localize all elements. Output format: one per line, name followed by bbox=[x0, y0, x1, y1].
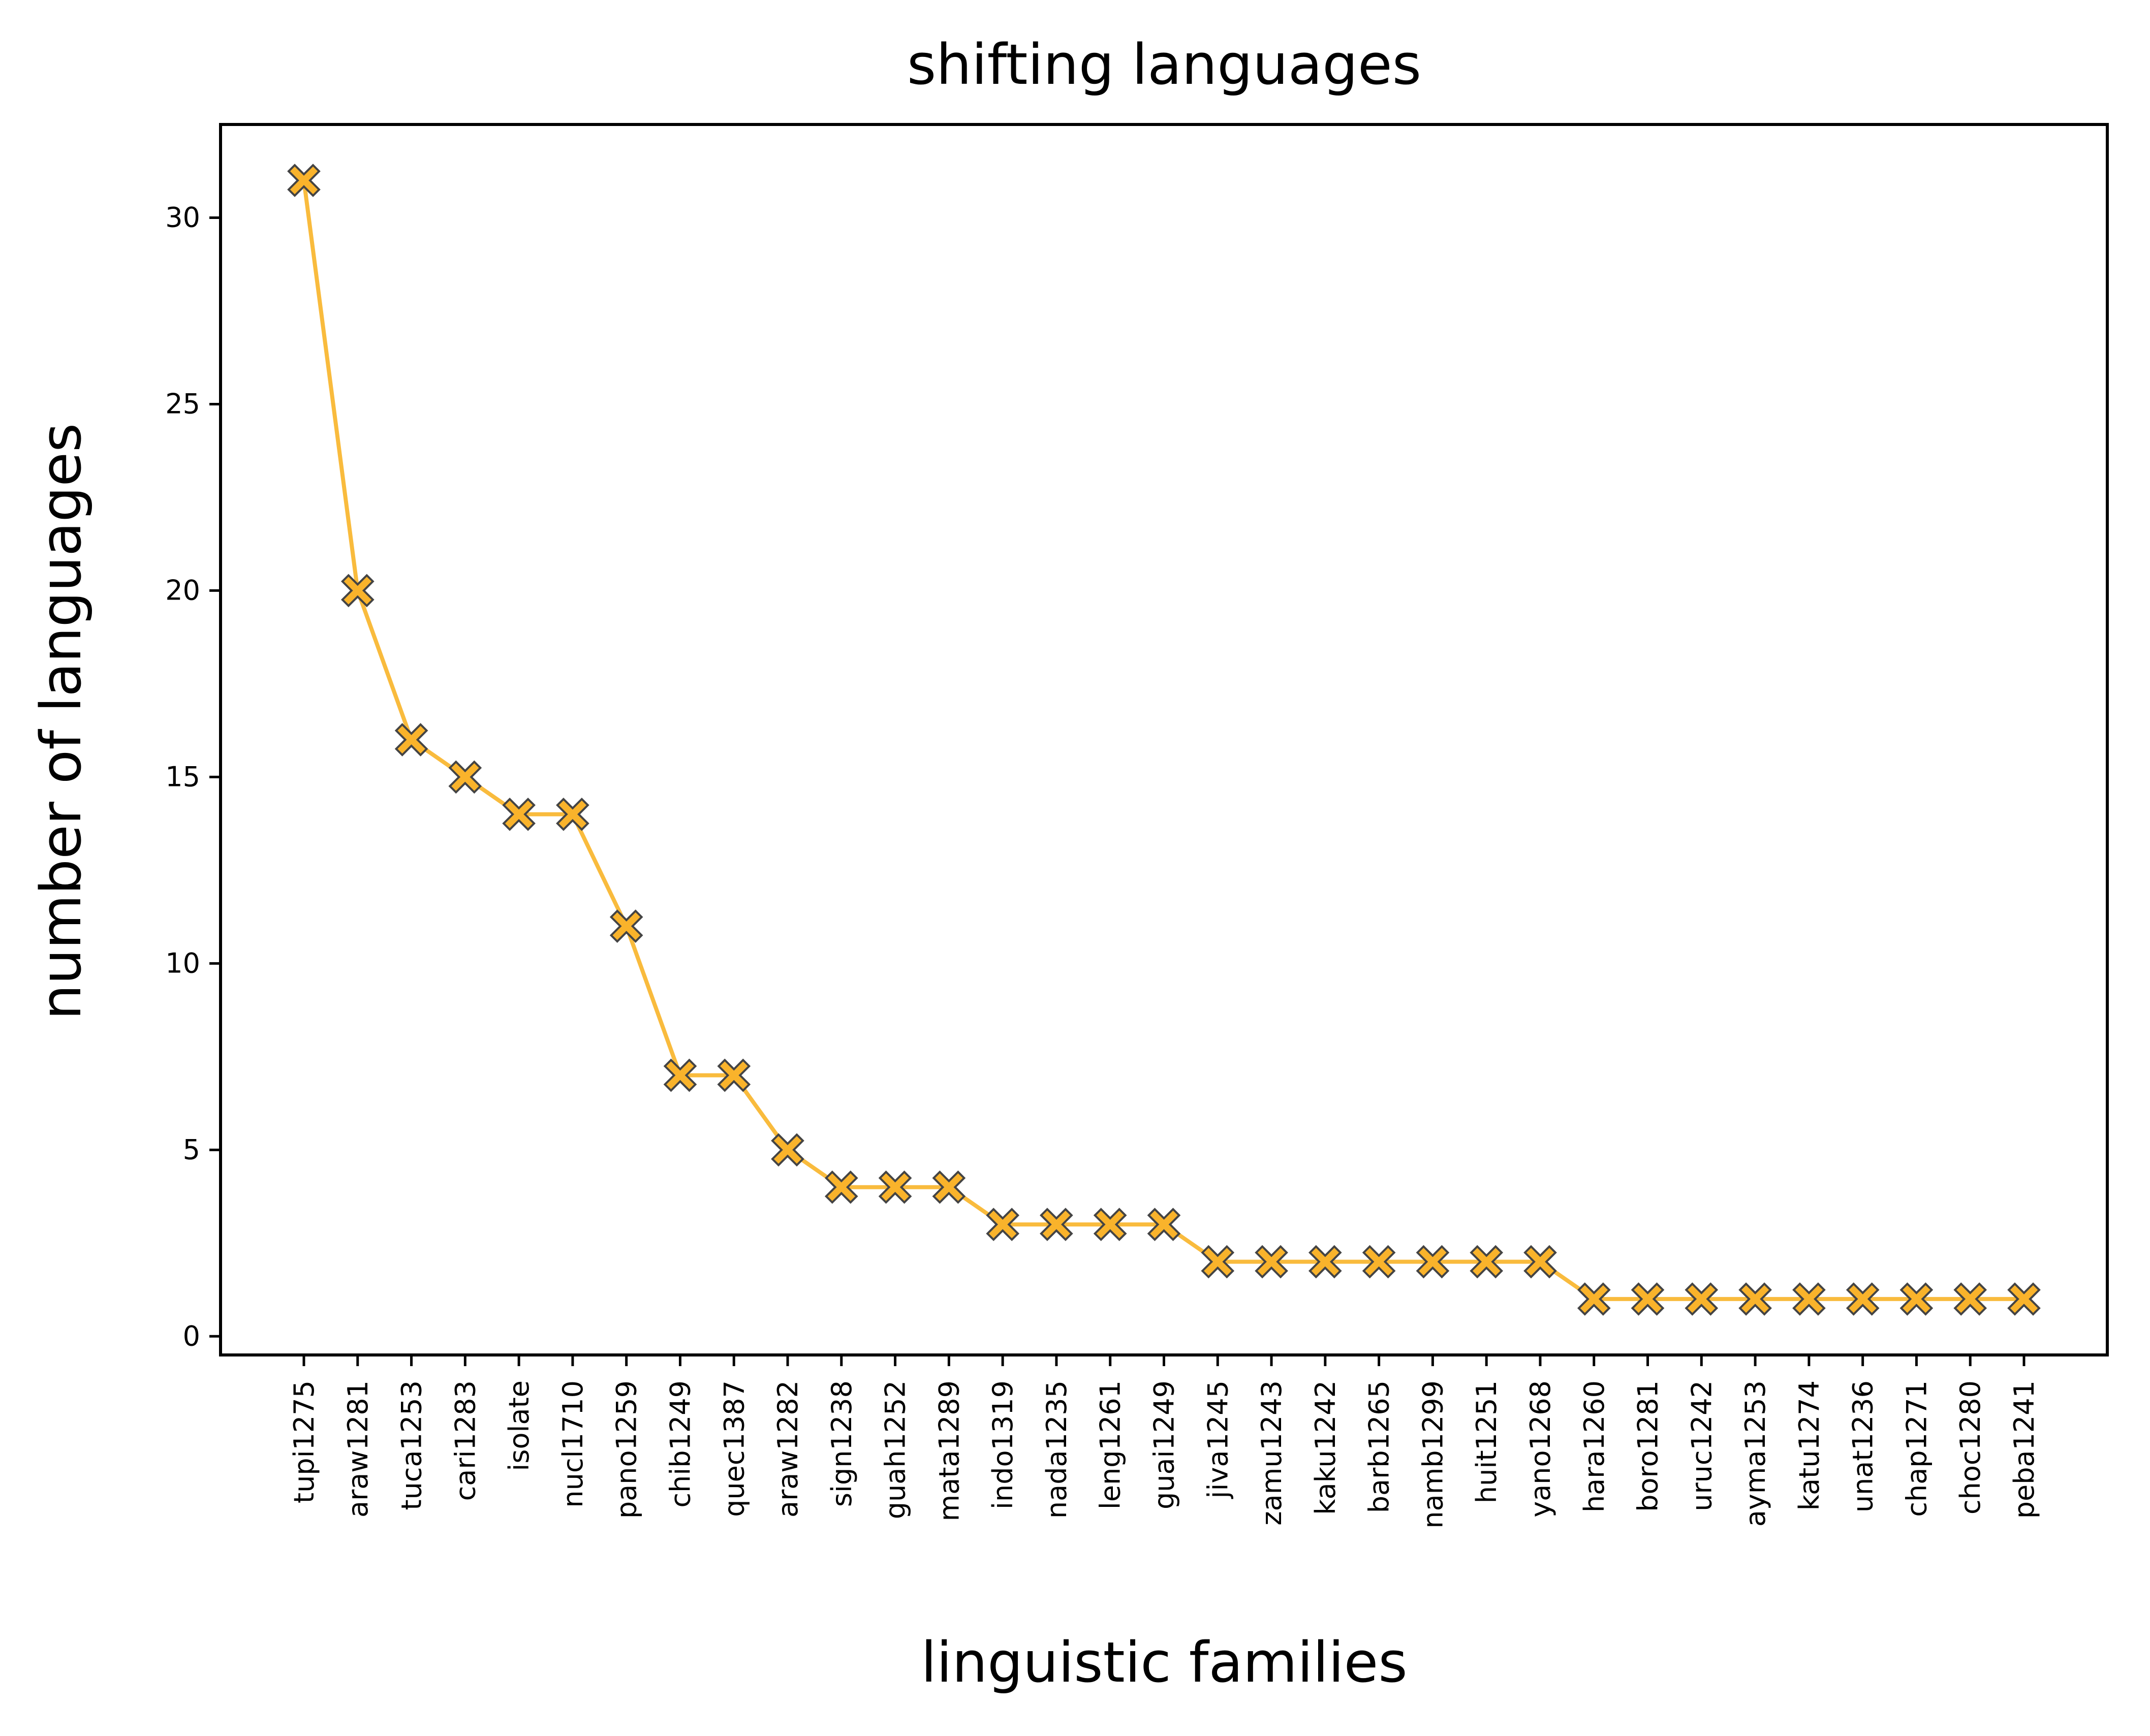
x-tick-label: araw1282 bbox=[772, 1380, 804, 1518]
y-tick-label: 10 bbox=[165, 947, 200, 979]
x-tick-label: guai1249 bbox=[1148, 1380, 1180, 1509]
data-point-marker bbox=[340, 574, 375, 608]
x-tick-label: boro1281 bbox=[1632, 1380, 1664, 1512]
x-tick-label: leng1261 bbox=[1095, 1380, 1127, 1509]
axis-ticks: 0 5 10 15 20 25 30 tupi1275 araw1281 tuca1253 cari… bbox=[165, 201, 2040, 1528]
data-point-marker bbox=[663, 1058, 697, 1092]
y-tick-label: 0 bbox=[183, 1320, 200, 1352]
x-tick-label: isolate bbox=[503, 1380, 535, 1471]
x-axis-label: linguistic families bbox=[921, 1630, 1407, 1695]
x-tick-label: katu1274 bbox=[1793, 1380, 1825, 1510]
data-point-marker bbox=[1470, 1245, 1504, 1279]
x-tick-label: peba1241 bbox=[2008, 1380, 2040, 1519]
x-tick-label: jiva1245 bbox=[1202, 1380, 1234, 1499]
x-tick-label: mata1289 bbox=[933, 1380, 965, 1521]
data-point-marker bbox=[1040, 1208, 1073, 1241]
data-point-marker bbox=[1255, 1245, 1288, 1279]
data-point-marker bbox=[1577, 1282, 1611, 1316]
x-tick-label: uruc1242 bbox=[1686, 1380, 1718, 1511]
data-point-marker bbox=[932, 1170, 966, 1204]
x-tick-label: chap1271 bbox=[1900, 1380, 1933, 1517]
x-tick-label: cari1283 bbox=[449, 1380, 481, 1501]
x-tick-label: huit1251 bbox=[1471, 1380, 1503, 1503]
x-tick-label: tupi1275 bbox=[288, 1380, 320, 1503]
data-markers bbox=[287, 164, 2041, 1316]
data-point-marker bbox=[771, 1133, 804, 1167]
data-point-marker bbox=[556, 797, 589, 831]
data-point-marker bbox=[1953, 1282, 1987, 1316]
data-point-marker bbox=[502, 797, 536, 831]
x-tick-label: namb1299 bbox=[1417, 1380, 1449, 1529]
x-tick-label: sign1238 bbox=[826, 1380, 858, 1507]
data-point-marker bbox=[1362, 1245, 1396, 1279]
y-tick-label: 30 bbox=[165, 201, 200, 233]
data-point-marker bbox=[717, 1058, 751, 1092]
data-point-marker bbox=[1738, 1282, 1772, 1316]
chart-title: shifting languages bbox=[907, 32, 1421, 97]
plot-frame bbox=[219, 123, 2109, 1356]
data-point-marker bbox=[878, 1170, 912, 1204]
data-point-marker bbox=[448, 760, 482, 794]
y-tick-label: 25 bbox=[165, 388, 200, 420]
x-tick-label: nada1235 bbox=[1041, 1380, 1073, 1519]
x-tick-label: ayma1253 bbox=[1739, 1380, 1771, 1527]
data-point-marker bbox=[1523, 1245, 1557, 1279]
data-point-marker bbox=[287, 164, 321, 197]
data-point-marker bbox=[2007, 1282, 2041, 1316]
x-tick-label: pano1259 bbox=[611, 1380, 643, 1519]
data-point-marker bbox=[1416, 1245, 1450, 1279]
data-point-marker bbox=[1846, 1282, 1880, 1316]
data-point-marker bbox=[394, 723, 428, 756]
x-tick-label: chib1249 bbox=[664, 1380, 696, 1508]
y-axis-label: number of languages bbox=[28, 423, 94, 1020]
x-tick-label: kaku1242 bbox=[1310, 1380, 1342, 1515]
x-tick-label: unat1236 bbox=[1847, 1380, 1879, 1512]
x-tick-label: araw1281 bbox=[342, 1380, 374, 1518]
data-point-marker bbox=[1147, 1208, 1181, 1241]
data-point-marker bbox=[824, 1170, 858, 1204]
data-point-marker bbox=[1201, 1245, 1235, 1279]
data-point-marker bbox=[609, 909, 643, 943]
y-tick-label: 15 bbox=[165, 761, 200, 793]
data-point-marker bbox=[1631, 1282, 1665, 1316]
x-tick-label: indo1319 bbox=[987, 1380, 1019, 1509]
x-tick-label: tuca1253 bbox=[396, 1380, 428, 1510]
x-tick-label: quec1387 bbox=[718, 1380, 750, 1517]
y-tick-label: 20 bbox=[165, 574, 200, 606]
data-point-marker bbox=[1093, 1208, 1127, 1241]
data-point-marker bbox=[986, 1208, 1020, 1241]
x-tick-label: hara1260 bbox=[1578, 1380, 1610, 1512]
x-tick-label: guah1252 bbox=[880, 1380, 912, 1519]
x-tick-label: choc1280 bbox=[1954, 1380, 1986, 1514]
x-tick-label: barb1265 bbox=[1363, 1380, 1395, 1513]
data-point-marker bbox=[1308, 1245, 1342, 1279]
x-tick-label: yano1268 bbox=[1524, 1380, 1556, 1518]
y-tick-label: 5 bbox=[183, 1133, 200, 1165]
data-point-marker bbox=[1899, 1282, 1934, 1316]
x-tick-label: zamu1243 bbox=[1256, 1380, 1288, 1526]
data-point-marker bbox=[1685, 1282, 1719, 1316]
data-point-marker bbox=[1792, 1282, 1826, 1316]
x-tick-label: nucl1710 bbox=[557, 1380, 589, 1508]
